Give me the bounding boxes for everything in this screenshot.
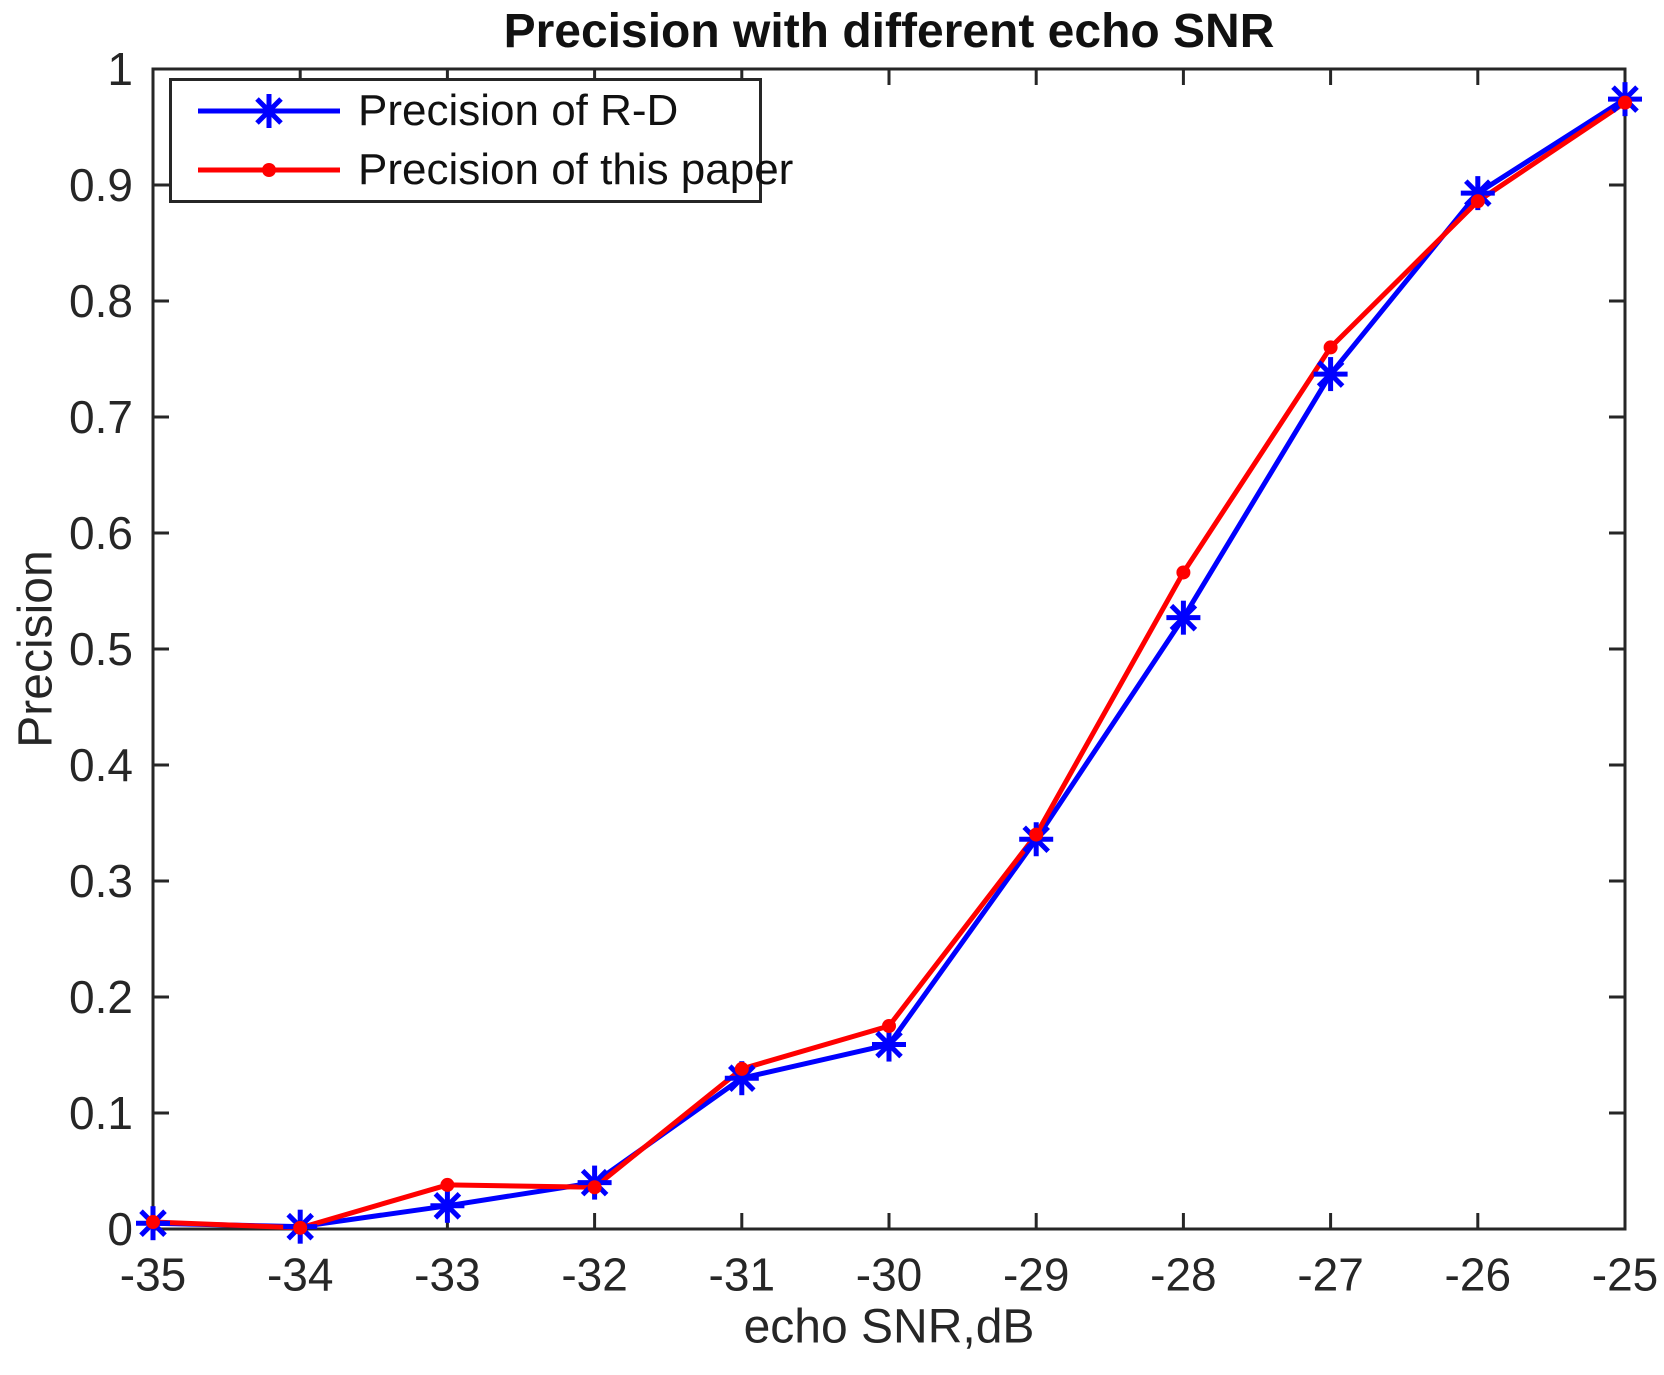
y-tick-label: 0.5 bbox=[69, 623, 133, 675]
dot-marker bbox=[587, 1180, 602, 1195]
dot-marker bbox=[1618, 95, 1632, 110]
legend-item-rd: Precision of R-D bbox=[194, 84, 759, 139]
asterisk-marker bbox=[433, 1192, 462, 1220]
dot-marker bbox=[1029, 827, 1044, 842]
x-tick-label: -30 bbox=[856, 1249, 922, 1301]
x-tick-label: -26 bbox=[1445, 1249, 1511, 1301]
dot-marker bbox=[293, 1220, 308, 1235]
dot-marker bbox=[734, 1061, 749, 1076]
asterisk-marker bbox=[875, 1030, 903, 1059]
y-tick-label: 0.8 bbox=[69, 275, 133, 327]
y-tick-label: 0.2 bbox=[69, 971, 133, 1023]
asterisk-marker bbox=[255, 97, 283, 125]
x-tick-label: -29 bbox=[1003, 1249, 1069, 1301]
x-tick-label: -32 bbox=[561, 1249, 627, 1301]
legend-label: Precision of this paper bbox=[358, 145, 794, 194]
legend-item-this-paper: Precision of this paper bbox=[194, 143, 793, 198]
legend: Precision of R-D Precision of this paper bbox=[169, 78, 793, 203]
x-tick-label: -31 bbox=[709, 1249, 775, 1301]
y-axis-label: Precision bbox=[9, 550, 63, 748]
legend-label: Precision of R-D bbox=[358, 86, 679, 135]
dot-marker bbox=[1176, 565, 1191, 580]
asterisk-marker bbox=[728, 1064, 756, 1092]
dot-marker bbox=[146, 1215, 160, 1230]
y-tick-label: 0.4 bbox=[69, 739, 133, 791]
asterisk-marker bbox=[1464, 179, 1492, 207]
asterisk-marker bbox=[1316, 360, 1345, 388]
y-tick-label: 0.6 bbox=[69, 507, 133, 559]
legend-sample-line-dot-icon bbox=[198, 163, 340, 177]
x-tick-label: -28 bbox=[1150, 1249, 1216, 1301]
legend-sample-line-asterisk-icon bbox=[198, 94, 340, 128]
chart-title: Precision with different echo SNR bbox=[503, 5, 1275, 58]
x-tick-label: -33 bbox=[414, 1249, 480, 1301]
dot-marker bbox=[1323, 340, 1338, 355]
y-tick-label: 1 bbox=[107, 43, 133, 95]
x-tick-label: -35 bbox=[120, 1249, 186, 1301]
y-tick-label: 0.1 bbox=[69, 1087, 133, 1139]
dot-marker bbox=[440, 1177, 455, 1192]
y-tick-label: 0.7 bbox=[69, 391, 133, 443]
x-tick-label: -25 bbox=[1592, 1249, 1658, 1301]
y-tick-label: 0 bbox=[107, 1203, 133, 1255]
dot-marker bbox=[882, 1019, 896, 1033]
x-axis-label: echo SNR,dB bbox=[743, 1300, 1035, 1354]
dot-marker bbox=[1470, 194, 1485, 209]
dot-marker bbox=[262, 163, 276, 177]
y-tick-label: 0.9 bbox=[69, 159, 133, 211]
asterisk-marker bbox=[1169, 603, 1198, 632]
y-tick-label: 0.3 bbox=[69, 855, 133, 907]
x-tick-label: -27 bbox=[1297, 1249, 1363, 1301]
x-tick-label: -34 bbox=[267, 1249, 333, 1301]
